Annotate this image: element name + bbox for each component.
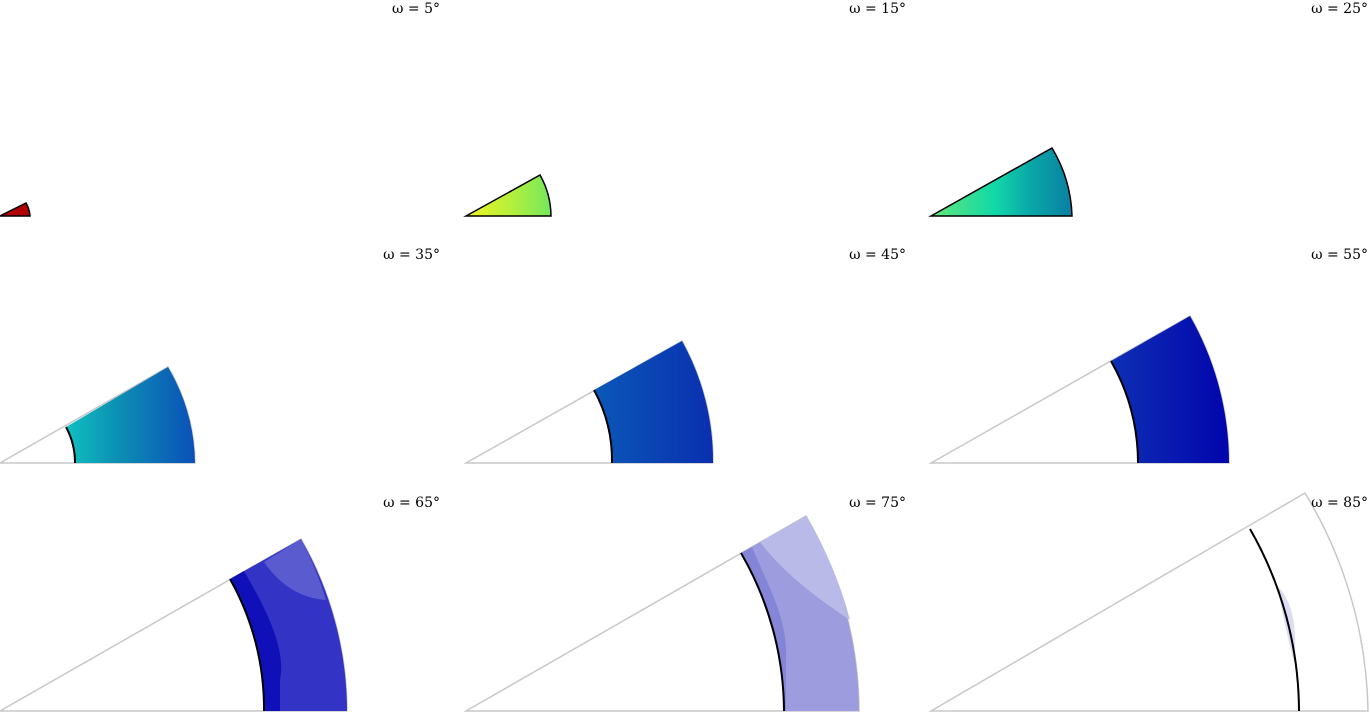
omega-label-65: ω = 65° xyxy=(383,495,440,511)
panel-omega-35: ω = 35° xyxy=(0,247,440,464)
inner-arc-85 xyxy=(1249,528,1300,712)
omega-label-85: ω = 85° xyxy=(1311,495,1368,511)
inner-arc-75 xyxy=(740,552,785,712)
panel-omega-25: ω = 25° xyxy=(928,1,1368,217)
sector-25 xyxy=(928,146,1073,217)
sector-35 xyxy=(66,367,195,463)
panel-omega-85: ω = 85° xyxy=(928,491,1369,712)
omega-label-5: ω = 5° xyxy=(392,1,440,17)
outline-85 xyxy=(928,491,1369,712)
sector-5 xyxy=(0,202,31,217)
sector-85-patch xyxy=(1277,586,1296,662)
omega-label-55: ω = 55° xyxy=(1311,247,1368,263)
omega-label-45: ω = 45° xyxy=(849,247,906,263)
omega-label-15: ω = 15° xyxy=(849,1,906,17)
panel-omega-65: ω = 65° xyxy=(0,495,440,712)
panel-omega-15: ω = 15° xyxy=(463,1,906,217)
omega-label-35: ω = 35° xyxy=(383,247,440,263)
inner-arc-45 xyxy=(593,389,614,464)
inner-arc-65 xyxy=(229,578,266,712)
panel-omega-75: ω = 75° xyxy=(463,495,906,712)
sector-55 xyxy=(1111,316,1229,463)
sector-45 xyxy=(594,341,714,463)
omega-label-25: ω = 25° xyxy=(1311,1,1368,17)
inner-arc-35 xyxy=(65,426,77,464)
omega-label-75: ω = 75° xyxy=(849,495,906,511)
panel-omega-55: ω = 55° xyxy=(928,247,1368,464)
sector-15 xyxy=(463,173,552,217)
inner-arc-55 xyxy=(1110,360,1139,464)
panel-omega-45: ω = 45° xyxy=(463,247,906,464)
sector-65-light-patch xyxy=(264,539,326,600)
sector-75-mid-band xyxy=(741,547,787,711)
sector-75-light-patch xyxy=(760,516,850,620)
panel-omega-5: ω = 5° xyxy=(0,1,440,217)
